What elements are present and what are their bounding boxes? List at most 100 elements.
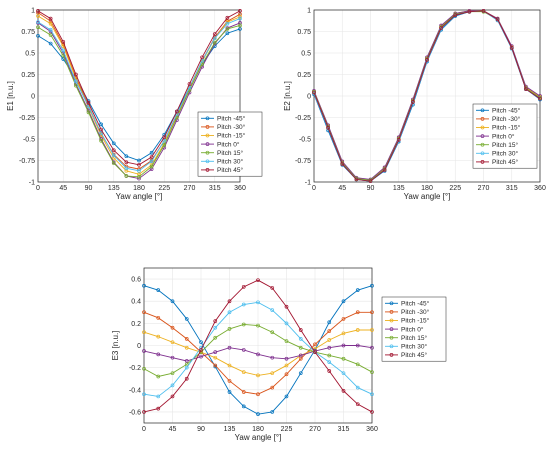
- y-tick-label: -0.4: [129, 387, 141, 394]
- data-point: [270, 286, 275, 290]
- data-point: [238, 27, 242, 31]
- x-tick-label: 180: [133, 185, 145, 192]
- x-tick-label: 225: [158, 185, 170, 192]
- y-tick-label: 1: [307, 8, 311, 15]
- series-line: [37, 18, 241, 172]
- legend-marker: [480, 108, 485, 113]
- data-point: [124, 154, 129, 159]
- legend-entry: Pitch 30°: [492, 150, 518, 158]
- data-point: [156, 315, 161, 320]
- data-point: [213, 335, 218, 340]
- data-point: [238, 12, 242, 17]
- data-point: [99, 138, 103, 143]
- series-7: [142, 278, 374, 414]
- data-point: [284, 339, 289, 343]
- data-point: [327, 329, 332, 333]
- data-point: [327, 320, 332, 325]
- series-line: [143, 311, 372, 395]
- x-tick-label: 225: [281, 426, 293, 433]
- data-point: [327, 369, 332, 373]
- data-point: [61, 39, 66, 44]
- series-2: [142, 310, 374, 397]
- y-tick-label: 0.25: [297, 72, 311, 79]
- data-point: [370, 283, 374, 288]
- data-point: [341, 389, 346, 393]
- y-tick-label: 1: [31, 8, 35, 15]
- data-point: [341, 317, 346, 321]
- legend-entry: Pitch -15°: [217, 132, 246, 140]
- y-tick-label: -1: [29, 180, 35, 187]
- data-point: [137, 158, 141, 163]
- data-point: [284, 394, 289, 399]
- data-point: [48, 33, 53, 37]
- legend-entry: Pitch 0°: [401, 325, 424, 333]
- legend-marker: [480, 151, 485, 156]
- data-point: [74, 79, 78, 84]
- legend-entry: Pitch -30°: [492, 115, 521, 123]
- x-tick-label: 135: [108, 185, 120, 192]
- data-point: [355, 343, 360, 348]
- x-tick-label: 315: [209, 185, 221, 192]
- y-tick-label: 0.25: [21, 72, 35, 79]
- series-5: [36, 23, 242, 179]
- x-tick-label: 270: [309, 426, 321, 433]
- data-point: [241, 302, 246, 307]
- x-tick-label: 315: [506, 185, 518, 192]
- legend-entry: Pitch 15°: [401, 334, 427, 342]
- series-line: [143, 279, 373, 413]
- data-point: [256, 278, 260, 283]
- data-point: [142, 310, 146, 315]
- x-tick-label: 45: [169, 426, 177, 433]
- y-tick-label: 0: [137, 343, 141, 350]
- data-point: [439, 26, 443, 30]
- data-point: [225, 27, 230, 31]
- data-point: [270, 355, 275, 360]
- data-point: [149, 150, 154, 155]
- data-point: [170, 299, 175, 304]
- y-tick-label: -0.5: [23, 137, 35, 144]
- data-point: [170, 325, 175, 330]
- legend-marker: [205, 150, 210, 155]
- data-point: [509, 45, 514, 50]
- data-point: [341, 299, 346, 304]
- x-tick-label: 0: [312, 185, 316, 192]
- data-point: [142, 330, 146, 335]
- data-point: [270, 330, 275, 335]
- x-axis-label: Yaw angle [°]: [235, 433, 282, 442]
- x-tick-label: 0: [36, 185, 40, 192]
- legend: Pitch -45°Pitch -30°Pitch -15°Pitch 0°Pi…: [197, 111, 263, 177]
- series-line: [143, 345, 373, 362]
- legend-marker: [480, 134, 485, 138]
- data-point: [227, 390, 232, 394]
- data-point: [36, 25, 40, 30]
- chart-panel-1: 0 45 90 135 180 225 270 315 360 -1 -0.75 -0.5 -0.25 0…: [6, 8, 263, 201]
- data-point: [225, 31, 230, 36]
- data-point: [538, 96, 542, 101]
- data-point: [142, 366, 146, 371]
- legend-marker: [389, 327, 394, 331]
- legend-marker: [480, 117, 485, 121]
- data-point: [111, 153, 116, 158]
- data-point: [184, 337, 189, 341]
- series-4: [142, 343, 374, 363]
- data-point: [184, 376, 189, 381]
- series-line: [143, 324, 373, 377]
- data-point: [111, 161, 116, 165]
- data-point: [355, 288, 360, 292]
- legend: Pitch -45°Pitch -30°Pitch -15°Pitch 0°Pi…: [472, 103, 538, 169]
- data-point: [312, 90, 316, 95]
- series-6: [36, 16, 242, 173]
- data-point: [355, 328, 360, 332]
- data-point: [213, 355, 218, 360]
- data-point: [111, 148, 116, 153]
- data-point: [241, 390, 246, 394]
- data-point: [162, 135, 167, 140]
- data-point: [170, 355, 175, 360]
- y-tick-label: -0.2: [129, 365, 141, 372]
- y-tick-label: 0.75: [21, 29, 35, 36]
- y-axis-label: E3 [n.u.]: [111, 331, 120, 361]
- legend-marker: [480, 142, 485, 147]
- data-point: [256, 373, 260, 378]
- x-tick-label: 180: [252, 426, 264, 433]
- series-7: [312, 9, 542, 183]
